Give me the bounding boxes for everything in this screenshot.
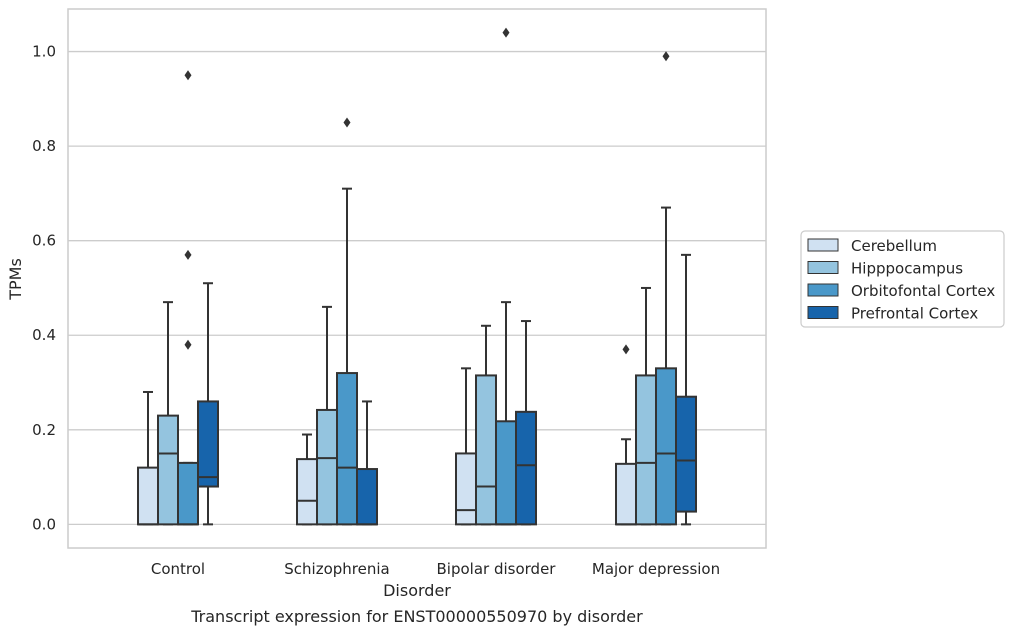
legend-label: Cerebellum xyxy=(851,237,937,255)
box-body xyxy=(177,461,199,526)
box-1-2 xyxy=(336,117,358,526)
legend-label: Hipppocampus xyxy=(851,260,963,278)
box-body xyxy=(197,400,219,488)
box-body xyxy=(615,462,637,526)
legend-swatch xyxy=(807,306,839,319)
legend-item: Cerebellum xyxy=(807,237,937,255)
box-0-3 xyxy=(197,282,219,526)
y-axis-label: TPMs xyxy=(6,258,25,301)
plot-frame xyxy=(67,8,767,549)
box-body xyxy=(635,374,657,526)
legend-item: Hipppocampus xyxy=(807,260,963,278)
y-tick-label: 0.4 xyxy=(32,326,56,344)
box-1-3 xyxy=(356,400,378,526)
box-body xyxy=(356,468,378,526)
outlier-point xyxy=(502,27,510,38)
box-1-1 xyxy=(316,305,338,526)
box-body xyxy=(157,414,179,526)
x-tick-label: Bipolar disorder xyxy=(437,560,557,578)
x-tick-label: Control xyxy=(151,560,205,578)
outlier-point xyxy=(343,117,351,128)
legend-item: Orbitofontal Cortex xyxy=(807,282,995,300)
y-tick-label: 0.8 xyxy=(32,137,56,155)
box-3-0 xyxy=(615,344,637,526)
outlier-point xyxy=(622,344,630,355)
box-body xyxy=(475,374,497,526)
y-tick-label: 0.0 xyxy=(32,515,56,533)
outlier-point xyxy=(184,339,192,350)
box-3-3 xyxy=(675,253,697,526)
box-body xyxy=(296,458,318,526)
box-series xyxy=(137,27,697,526)
box-2-0 xyxy=(455,367,477,526)
y-tick-label: 0.2 xyxy=(32,421,56,439)
box-0-0 xyxy=(137,390,159,526)
box-body xyxy=(495,420,517,526)
legend-item: Prefrontal Cortex xyxy=(807,305,978,323)
figure-caption: Transcript expression for ENST0000055097… xyxy=(190,607,643,626)
box-2-1 xyxy=(475,324,497,526)
legend-label: Orbitofontal Cortex xyxy=(851,282,995,300)
box-body xyxy=(655,367,677,526)
box-body xyxy=(515,410,537,526)
legend-box xyxy=(800,230,1005,328)
legend: Cerebellum Hipppocampus Orbitofontal Corte… xyxy=(800,230,1005,328)
outlier-point xyxy=(662,51,670,62)
x-tick-labels: Control Schizophrenia Bipolar disorder Majo… xyxy=(151,560,720,578)
x-axis-label: Disorder xyxy=(383,581,451,600)
plot-border xyxy=(67,8,767,549)
y-tick-label: 0.6 xyxy=(32,232,56,250)
legend-label: Prefrontal Cortex xyxy=(851,305,978,323)
x-tick-label: Major depression xyxy=(592,560,720,578)
legend-swatch xyxy=(807,238,839,252)
box-body xyxy=(455,452,477,526)
legend-swatch xyxy=(807,283,839,297)
outlier-point xyxy=(184,249,192,260)
box-body xyxy=(316,408,338,526)
legend-swatch xyxy=(807,261,839,274)
outlier-point xyxy=(184,70,192,81)
y-tick-labels: 0.0 0.2 0.4 0.6 0.8 1.0 xyxy=(32,43,56,534)
box-0-2 xyxy=(177,70,199,526)
box-2-3 xyxy=(515,320,537,526)
box-2-2 xyxy=(495,27,517,526)
box-body xyxy=(137,466,159,526)
box-0-1 xyxy=(157,301,179,526)
box-body xyxy=(336,372,358,526)
box-1-0 xyxy=(296,433,318,526)
x-tick-label: Schizophrenia xyxy=(284,560,389,578)
y-tick-label: 1.0 xyxy=(32,43,56,61)
box-body xyxy=(675,395,697,513)
